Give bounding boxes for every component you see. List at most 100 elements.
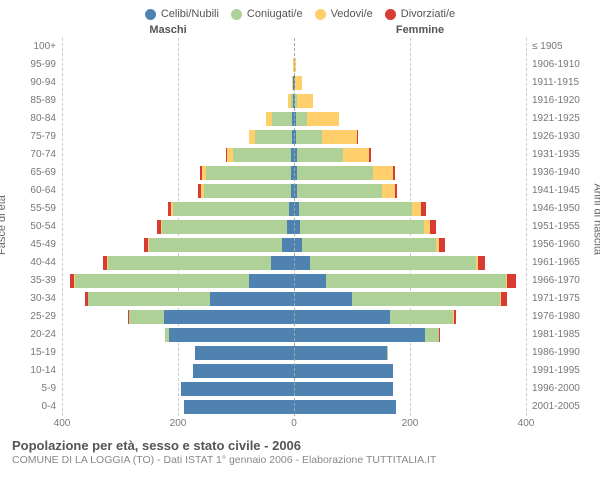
y-axis-title-right: Anni di nascita (592, 183, 600, 255)
bar-segment (296, 112, 308, 126)
age-label: 35-39 (12, 272, 62, 290)
bar-row (294, 74, 526, 92)
bar-row (62, 326, 294, 344)
chart-footer: Popolazione per età, sesso e stato civil… (12, 438, 588, 466)
legend-label: Celibi/Nubili (161, 8, 219, 20)
bar-segment (295, 76, 302, 90)
birth-year-label: 1996-2000 (526, 380, 588, 398)
bar-segment (302, 238, 435, 252)
age-label: 80-84 (12, 110, 62, 128)
bar-row (62, 128, 294, 146)
x-tick-label: 400 (518, 418, 535, 429)
bar-segment (233, 148, 291, 162)
bar-segment (478, 256, 485, 270)
bar-segment (369, 148, 371, 162)
legend-label: Vedovi/e (331, 8, 373, 20)
bar-segment (294, 328, 425, 342)
age-label: 0-4 (12, 398, 62, 416)
birth-year-label: 1981-1985 (526, 326, 588, 344)
birth-year-label: 1941-1945 (526, 182, 588, 200)
birth-year-label: 2001-2005 (526, 398, 588, 416)
birth-year-label: 1921-1925 (526, 110, 588, 128)
bar-row (294, 362, 526, 380)
bar-segment (501, 292, 507, 306)
bar-row (62, 218, 294, 236)
bar-row (62, 110, 294, 128)
legend-item: Vedovi/e (315, 8, 373, 20)
male-side (62, 38, 294, 416)
y-axis-age-labels: 100+95-9990-9485-8980-8475-7970-7465-696… (12, 38, 62, 416)
bar-row (62, 74, 294, 92)
age-label: 50-54 (12, 218, 62, 236)
age-label: 65-69 (12, 164, 62, 182)
age-label: 5-9 (12, 380, 62, 398)
birth-year-label: 1936-1940 (526, 164, 588, 182)
bar-segment (204, 184, 291, 198)
x-tick-label: 400 (54, 418, 71, 429)
female-side (294, 38, 526, 416)
legend-item: Divorziati/e (385, 8, 455, 20)
legend-label: Coniugati/e (247, 8, 303, 20)
bar-segment (297, 166, 372, 180)
bar-row (294, 272, 526, 290)
bar-row (294, 290, 526, 308)
birth-year-label: 1946-1950 (526, 200, 588, 218)
header-female: Femmine (294, 24, 526, 36)
bar-segment (322, 130, 357, 144)
bar-row (62, 272, 294, 290)
age-label: 85-89 (12, 92, 62, 110)
bar-segment (297, 148, 343, 162)
bar-row (294, 344, 526, 362)
age-label: 45-49 (12, 236, 62, 254)
bar-segment (255, 130, 293, 144)
birth-year-label: 1951-1955 (526, 218, 588, 236)
birth-year-label: 1956-1960 (526, 236, 588, 254)
age-label: 90-94 (12, 74, 62, 92)
bar-segment (272, 112, 292, 126)
bar-row (294, 236, 526, 254)
bar-segment (129, 310, 164, 324)
age-label: 25-29 (12, 308, 62, 326)
bar-segment (294, 346, 387, 360)
bar-segment (162, 220, 287, 234)
bar-segment (393, 166, 395, 180)
bar-segment (357, 130, 358, 144)
bar-segment (439, 238, 445, 252)
age-label: 100+ (12, 38, 62, 56)
bar-segment (412, 202, 421, 216)
bar-row (62, 146, 294, 164)
y-axis-title-left: Fasce di età (0, 195, 8, 255)
birth-year-label: 1961-1965 (526, 254, 588, 272)
birth-year-label: 1931-1935 (526, 146, 588, 164)
chart-subtitle: COMUNE DI LA LOGGIA (TO) - Dati ISTAT 1°… (12, 454, 588, 466)
bar-row (294, 254, 526, 272)
bar-row (62, 200, 294, 218)
birth-year-label: 1976-1980 (526, 308, 588, 326)
bar-segment (282, 238, 294, 252)
bar-segment (271, 256, 294, 270)
bar-segment (326, 274, 506, 288)
birth-year-label: 1986-1990 (526, 344, 588, 362)
bar-segment (300, 220, 425, 234)
bar-segment (184, 400, 294, 414)
chart-title: Popolazione per età, sesso e stato civil… (12, 438, 588, 453)
bar-row (62, 38, 294, 56)
bar-segment (294, 274, 326, 288)
bar-segment (169, 328, 294, 342)
bar-row (294, 200, 526, 218)
bar-segment (395, 184, 397, 198)
birth-year-label: 1926-1930 (526, 128, 588, 146)
birth-year-label: 1991-1995 (526, 362, 588, 380)
bar-segment (294, 364, 393, 378)
bar-segment (193, 364, 295, 378)
age-label: 40-44 (12, 254, 62, 272)
bar-row (294, 110, 526, 128)
bar-segment (297, 184, 381, 198)
birth-year-label: 1966-1970 (526, 272, 588, 290)
bar-segment (249, 274, 294, 288)
bar-segment (421, 202, 426, 216)
bar-row (294, 128, 526, 146)
bar-row (294, 92, 526, 110)
bar-row (294, 56, 526, 74)
x-ticks: 4002000200400 (62, 418, 526, 432)
